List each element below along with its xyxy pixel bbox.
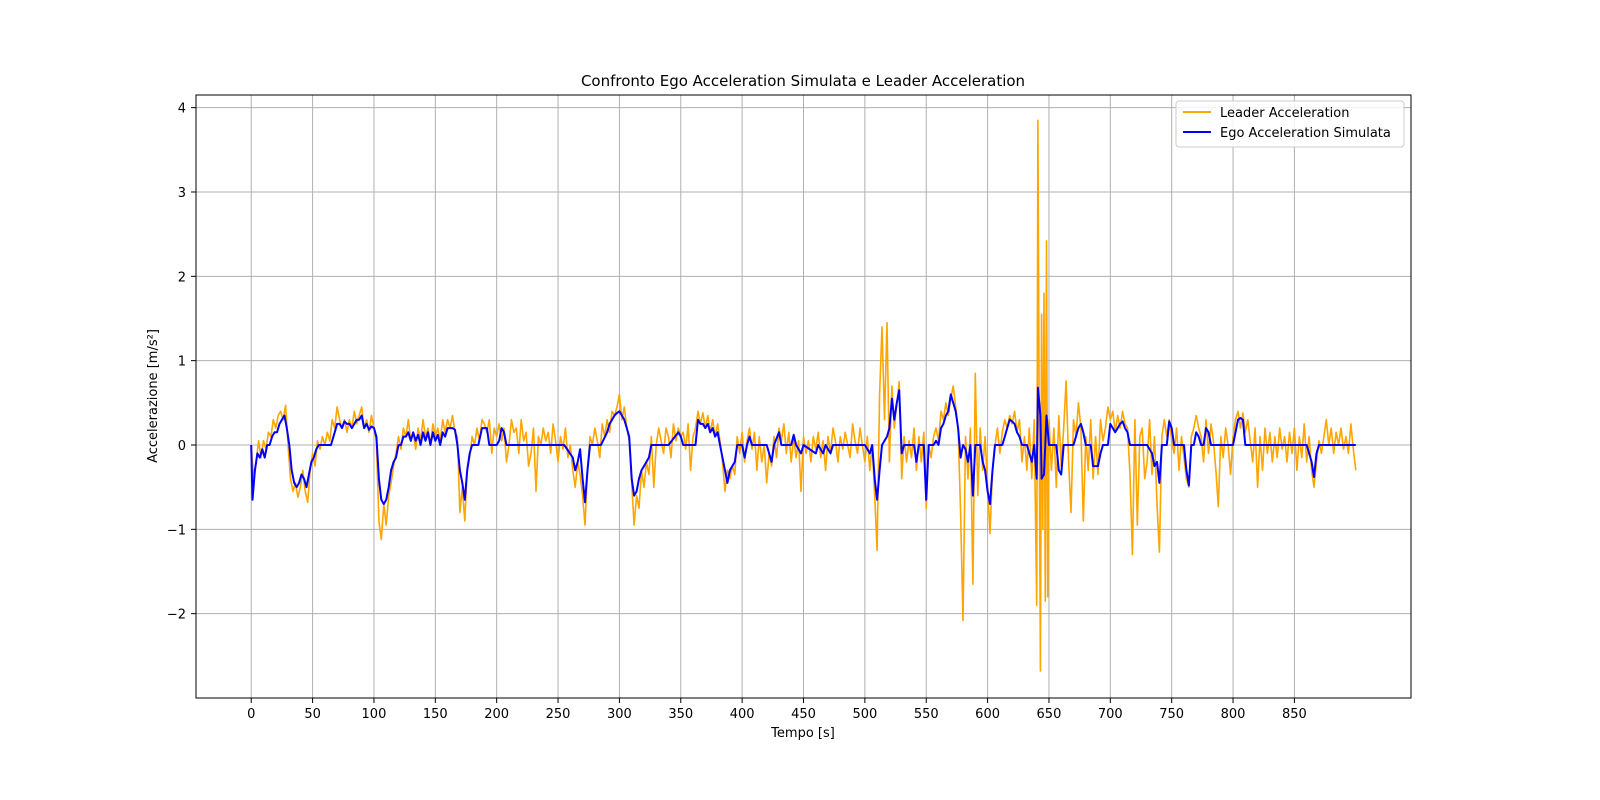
x-tick-label: 350 xyxy=(668,707,693,722)
x-tick-label: 0 xyxy=(247,707,255,722)
x-tick-label: 550 xyxy=(914,707,939,722)
grid-lines xyxy=(196,95,1411,698)
y-tick-label: 0 xyxy=(178,439,186,454)
x-tick-label: 700 xyxy=(1098,707,1123,722)
x-tick-label: 400 xyxy=(730,707,755,722)
x-tick-label: 450 xyxy=(791,707,816,722)
y-tick-label: 2 xyxy=(178,270,186,285)
y-axis-label: Accelerazione [m/s²] xyxy=(146,329,161,463)
x-tick-label: 500 xyxy=(852,707,877,722)
x-tick-label: 600 xyxy=(975,707,1000,722)
y-axis-ticks: −2 −1 0 1 2 3 4 xyxy=(167,102,196,623)
x-tick-label: 100 xyxy=(362,707,387,722)
y-tick-label: −1 xyxy=(167,523,186,538)
series-line-ego-acceleration-simulata xyxy=(250,386,1356,505)
y-tick-label: 3 xyxy=(178,186,186,201)
series-layer xyxy=(250,119,1357,672)
y-tick-label: 1 xyxy=(178,355,186,370)
legend-label-ego: Ego Acceleration Simulata xyxy=(1220,126,1391,141)
x-tick-label: 850 xyxy=(1282,707,1307,722)
x-axis-label: Tempo [s] xyxy=(770,726,835,741)
y-tick-label: 4 xyxy=(178,102,186,117)
chart-title: Confronto Ego Acceleration Simulata e Le… xyxy=(581,72,1025,90)
x-tick-label: 50 xyxy=(304,707,321,722)
x-tick-label: 150 xyxy=(423,707,448,722)
x-tick-label: 300 xyxy=(607,707,632,722)
x-tick-label: 250 xyxy=(546,707,571,722)
legend: Leader Acceleration Ego Acceleration Sim… xyxy=(1175,100,1405,148)
x-axis-ticks: 0 50 100 150 200 250 300 350 400 450 500 550 600 650 7… xyxy=(247,698,1307,722)
y-tick-label: −2 xyxy=(167,608,186,623)
x-tick-label: 750 xyxy=(1159,707,1184,722)
legend-box xyxy=(1175,100,1405,148)
x-tick-label: 650 xyxy=(1037,707,1062,722)
legend-label-leader: Leader Acceleration xyxy=(1220,106,1350,121)
x-tick-label: 800 xyxy=(1221,707,1246,722)
x-tick-label: 200 xyxy=(484,707,509,722)
